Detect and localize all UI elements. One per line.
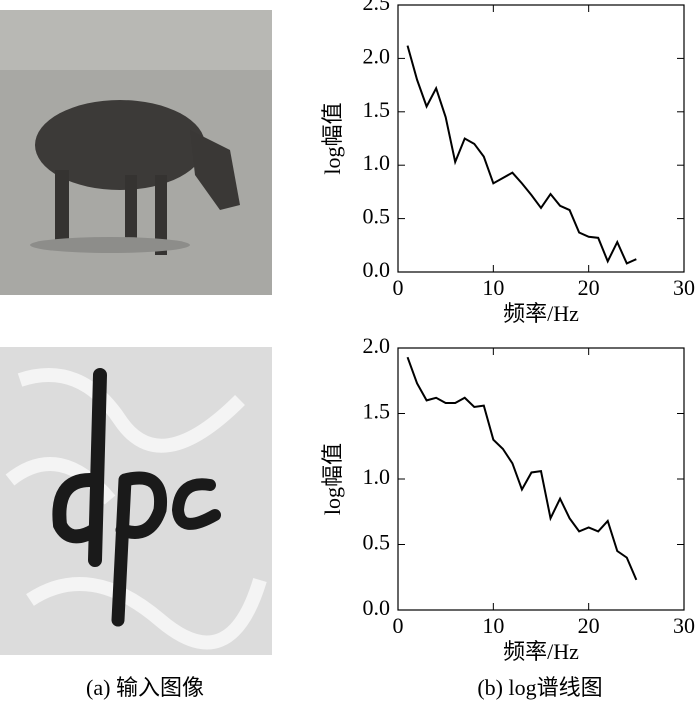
- y-axis-label: log幅值: [320, 443, 345, 515]
- glyph-stroke: [52, 368, 107, 567]
- y-tick-label: 2.0: [363, 333, 391, 358]
- y-tick-label: 0.0: [363, 257, 391, 282]
- glyph-stroke: [111, 471, 168, 627]
- x-axis-label: 频率/Hz: [503, 301, 579, 326]
- cow-leg: [55, 170, 69, 250]
- caption: (a) 输入图像: [86, 675, 204, 700]
- y-axis-label: log幅值: [320, 102, 345, 174]
- data-line: [406, 45, 637, 265]
- y-tick-label: 0.5: [363, 204, 391, 229]
- x-tick-label: 20: [578, 275, 600, 300]
- x-tick-label: 10: [482, 613, 504, 638]
- shadow: [30, 237, 190, 253]
- cow-body: [35, 100, 205, 190]
- y-tick-label: 1.0: [363, 150, 391, 175]
- cow-leg: [125, 175, 137, 250]
- data-line: [406, 356, 638, 581]
- y-tick-label: 1.0: [363, 464, 391, 489]
- y-tick-label: 1.5: [363, 97, 391, 122]
- x-tick-label: 30: [673, 275, 695, 300]
- x-tick-label: 10: [482, 275, 504, 300]
- x-tick-label: 0: [393, 275, 404, 300]
- cow-head: [190, 130, 240, 210]
- y-tick-label: 0.5: [363, 530, 391, 555]
- input-image-cow: [0, 10, 272, 295]
- y-tick-label: 0.0: [363, 595, 391, 620]
- y-tick-label: 2.0: [363, 43, 391, 68]
- plot-frame: [397, 347, 685, 611]
- y-tick-label: 2.5: [363, 0, 391, 15]
- image-background: [0, 10, 272, 70]
- cow-leg: [155, 175, 167, 255]
- x-axis-label: 频率/Hz: [503, 639, 579, 664]
- plot-frame: [397, 4, 685, 273]
- y-tick-label: 1.5: [363, 399, 391, 424]
- input-image-dpc: [0, 347, 272, 655]
- x-tick-label: 20: [578, 613, 600, 638]
- x-tick-label: 30: [673, 613, 695, 638]
- glyph-stroke: [171, 478, 221, 530]
- x-tick-label: 0: [393, 613, 404, 638]
- caption: (b) log谱线图: [477, 675, 602, 700]
